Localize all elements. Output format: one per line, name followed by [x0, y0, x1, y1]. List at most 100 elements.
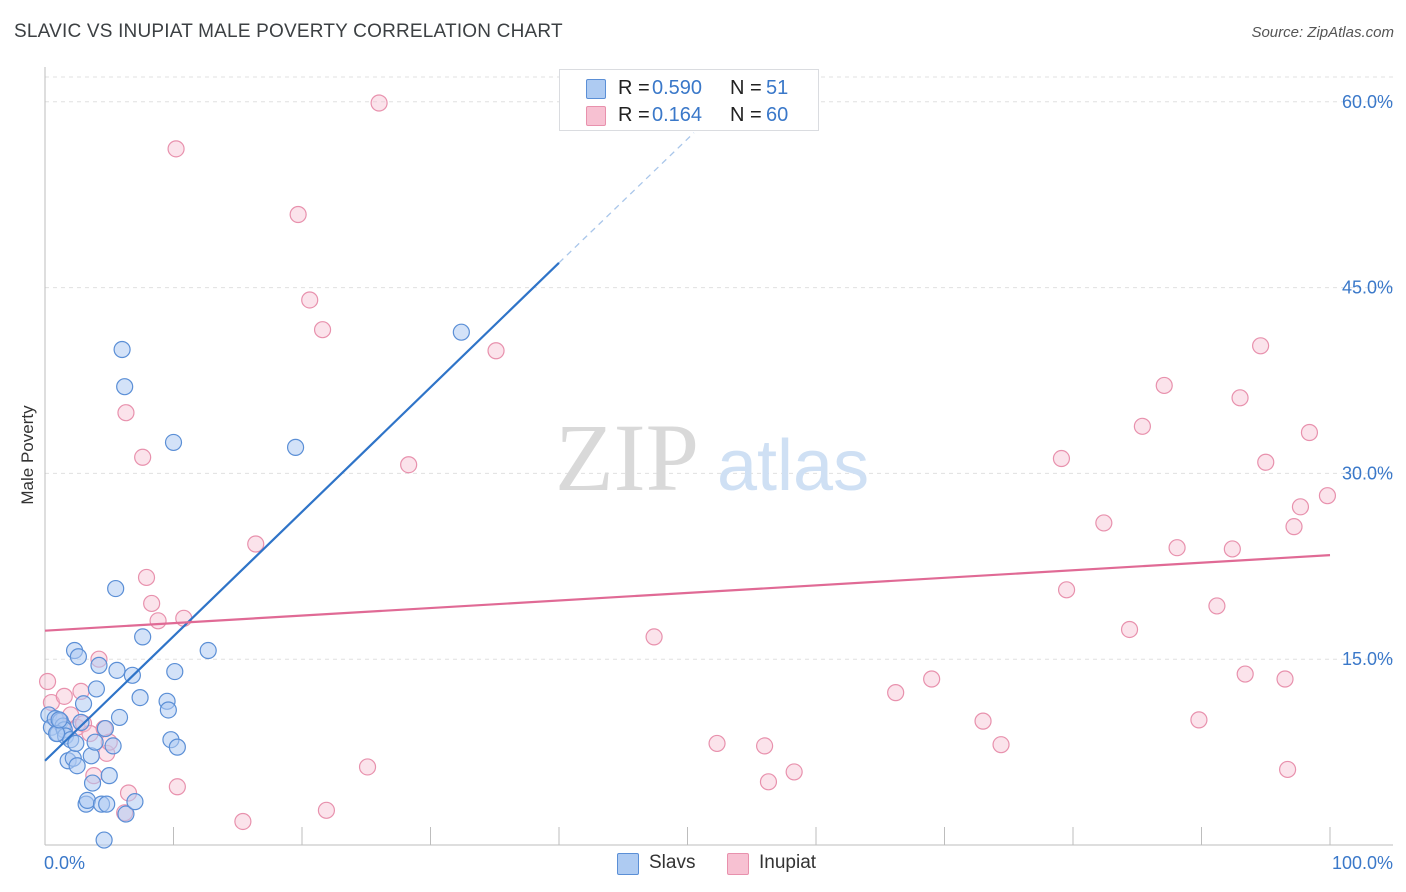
slavs-trend-line	[44, 262, 560, 762]
slavs-point	[104, 737, 122, 755]
legend-label-inupiat: Inupiat	[759, 852, 817, 873]
inupiat-point	[301, 291, 319, 309]
slavs-point	[74, 695, 93, 713]
slavs-point	[67, 734, 85, 753]
inupiat-point	[1257, 453, 1275, 471]
slavs-point	[96, 719, 114, 738]
inupiat-point	[887, 684, 905, 702]
legend-row-slavs: R = 0.590 N = 51	[560, 75, 818, 101]
legend-r-label: R =	[618, 77, 650, 99]
slavs-point	[166, 662, 184, 681]
slavs-point	[168, 738, 186, 756]
slavs-point	[68, 757, 86, 775]
inupiat-point	[317, 801, 336, 819]
slavs-point	[126, 793, 144, 811]
x-tick-label: 100.0%	[1332, 853, 1393, 873]
legend-r-value: 0.164	[652, 104, 703, 126]
inupiat-point	[143, 594, 161, 613]
inupiat-point	[1318, 487, 1337, 505]
data-points	[38, 94, 1337, 849]
inupiat-point	[1168, 539, 1186, 557]
inupiat-point	[1133, 417, 1151, 435]
inupiat-point	[1231, 389, 1249, 407]
slavs-point	[86, 733, 104, 751]
inupiat-point	[923, 670, 941, 688]
inupiat-point	[1120, 620, 1139, 639]
slavs-point	[108, 661, 126, 679]
x-tick-label: 0.0%	[44, 853, 85, 873]
inupiat-point	[974, 712, 992, 730]
inupiat-point	[1057, 581, 1076, 599]
inupiat-point	[487, 342, 505, 360]
watermark: ZIP atlas	[555, 404, 869, 511]
inupiat-point	[992, 736, 1010, 754]
legend-swatch-slavs	[617, 853, 639, 875]
y-tick-label: 60.0%	[1342, 92, 1393, 112]
slavs-point	[100, 767, 118, 785]
inupiat-point	[168, 778, 186, 796]
inupiat-point	[247, 535, 265, 553]
inupiat-point	[38, 672, 57, 691]
tick-labels: 15.0% 30.0% 45.0% 60.0% 0.0% 100.0%	[44, 92, 1393, 873]
inupiat-point	[358, 758, 377, 776]
inupiat-point	[313, 321, 332, 339]
inupiat-point	[400, 456, 418, 474]
slavs-point	[90, 656, 108, 674]
legend-n-value: 60	[766, 104, 789, 126]
slavs-point	[50, 711, 68, 729]
legend-swatch-inupiat	[586, 106, 606, 126]
inupiat-point	[167, 140, 185, 158]
legend-label-slavs: Slavs	[649, 852, 696, 873]
trend-lines	[44, 132, 1331, 762]
y-tick-label: 45.0%	[1342, 278, 1393, 298]
inupiat-point	[1155, 376, 1173, 395]
inupiat-point	[55, 687, 73, 705]
slavs-point	[452, 323, 470, 341]
inupiat-point	[1300, 423, 1319, 442]
inupiat-point	[370, 94, 388, 112]
inupiat-point	[289, 205, 307, 224]
slavs-point	[116, 378, 134, 396]
inupiat-point	[1291, 498, 1310, 516]
slavs-point	[107, 579, 125, 598]
legend-n-value: 51	[766, 77, 789, 99]
correlation-legend: R = 0.590 N = 51 R = 0.164 N = 60	[559, 69, 819, 131]
inupiat-point	[137, 568, 156, 587]
inupiat-point	[234, 812, 252, 831]
inupiat-point	[117, 404, 135, 422]
slavs-point	[113, 340, 131, 359]
legend-row-inupiat: R = 0.164 N = 60	[560, 102, 818, 128]
slavs-point	[110, 708, 129, 727]
slavs-point	[159, 701, 177, 719]
inupiat-point	[1223, 540, 1241, 558]
slavs-point	[87, 680, 106, 698]
inupiat-point	[645, 628, 663, 646]
legend-swatch-slavs	[586, 79, 606, 99]
legend-n-label: N =	[730, 104, 762, 126]
slavs-point	[164, 433, 183, 452]
inupiat-point	[1208, 597, 1226, 615]
slavs-point	[134, 628, 152, 646]
inupiat-point	[1276, 670, 1294, 688]
slavs-point	[199, 641, 217, 660]
inupiat-point	[785, 763, 803, 781]
inupiat-point	[1252, 337, 1270, 355]
inupiat-point	[1052, 449, 1071, 468]
slavs-point	[98, 795, 116, 813]
source-label: Source: ZipAtlas.com	[1251, 24, 1394, 41]
y-tick-label: 30.0%	[1342, 463, 1393, 483]
slavs-point	[83, 774, 102, 792]
inupiat-point	[708, 734, 726, 753]
chart-title: SLAVIC VS INUPIAT MALE POVERTY CORRELATI…	[14, 21, 563, 42]
inupiat-point	[1190, 711, 1208, 729]
inupiat-point	[755, 737, 774, 755]
inupiat-point	[149, 612, 167, 630]
inupiat-point	[759, 773, 778, 791]
watermark-zip: ZIP	[555, 404, 699, 511]
slavs-point	[69, 648, 88, 666]
legend-n-label: N =	[730, 77, 762, 99]
slavs-point	[78, 791, 97, 810]
inupiat-point	[1095, 514, 1113, 532]
slavs-point	[95, 831, 113, 849]
